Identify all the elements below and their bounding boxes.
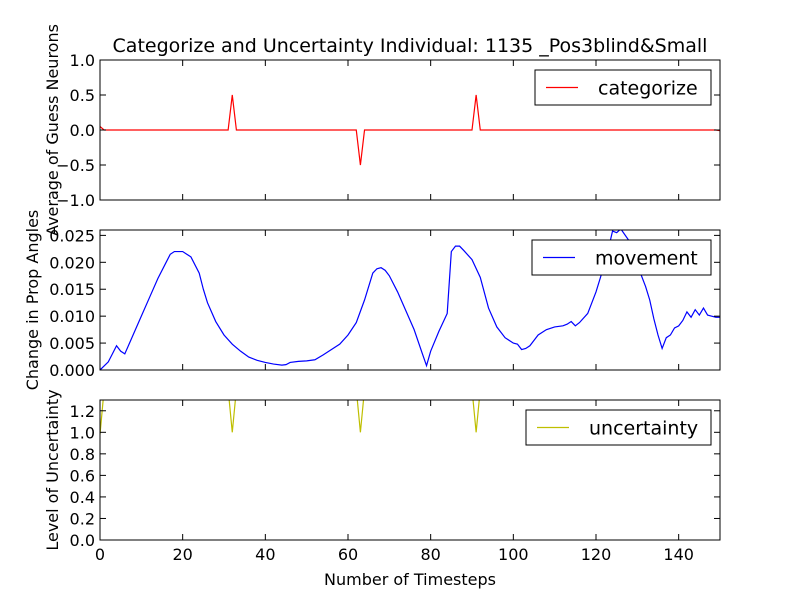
y-axis-label: Level of Uncertainty [43, 389, 62, 550]
y-tick-label: 0.010 [49, 307, 95, 326]
legend-label: categorize [598, 78, 698, 100]
x-tick-label: 100 [498, 545, 529, 564]
y-tick-label: 1.0 [70, 423, 95, 442]
x-tick-label: 0 [95, 545, 105, 564]
plot-frame [99, 399, 721, 541]
legend: uncertainty [525, 409, 712, 446]
legend: categorize [534, 69, 712, 106]
legend-label: movement [595, 248, 698, 270]
y-tick-label: 0.5 [70, 86, 95, 105]
y-tick-label: 0.005 [49, 334, 95, 353]
movement-series-line [100, 230, 720, 370]
y-tick-label: 0.8 [70, 445, 95, 464]
y-tick-label: 1.2 [70, 402, 95, 421]
x-tick-label: 40 [255, 545, 275, 564]
y-tick-label: 0.025 [49, 226, 95, 245]
movement-panel: 0.025 0.020 0.015 0.010 0.005 0.000 Change in … [23, 210, 721, 391]
y-tick-label: 0.0 [70, 531, 95, 550]
x-tick-label: 80 [420, 545, 440, 564]
x-tick-label: 20 [172, 545, 192, 564]
x-tick-label: 60 [338, 545, 358, 564]
legend: movement [531, 239, 712, 276]
x-tick-label: 140 [663, 545, 694, 564]
chart-title: Categorize and Uncertainty Individual: 1… [113, 35, 708, 57]
y-axis-label: Change in Prop Angles [23, 210, 42, 391]
y-tick-label: 0.020 [49, 253, 95, 272]
y-axis-label: Average of Guess Neurons [43, 24, 62, 236]
categorize-series-line [100, 94, 720, 166]
y-tick-label: 0.4 [70, 488, 95, 507]
x-tick-labels: 0 20 40 60 80 100 120 140 [95, 545, 694, 564]
y-tick-label: 0.2 [70, 509, 95, 528]
y-tick-label: 0.6 [70, 466, 95, 485]
y-tick-label: 0.015 [49, 280, 95, 299]
plot-frame [99, 229, 721, 371]
uncertainty-series-line [100, 400, 480, 435]
x-axis-label: Number of Timesteps [324, 570, 496, 589]
legend-label: uncertainty [589, 418, 698, 440]
y-tick-label: 1.0 [70, 51, 95, 70]
y-tick-label: 0.0 [70, 121, 95, 140]
x-tick-label: 120 [581, 545, 612, 564]
y-tick-label: −0.5 [56, 156, 95, 175]
y-tick-label: −1.0 [56, 191, 95, 210]
y-tick-label: 0.000 [49, 361, 95, 380]
uncertainty-panel: 1.2 1.0 0.8 0.6 0.4 0.2 0.0 Level of Uncertaint… [43, 389, 721, 551]
